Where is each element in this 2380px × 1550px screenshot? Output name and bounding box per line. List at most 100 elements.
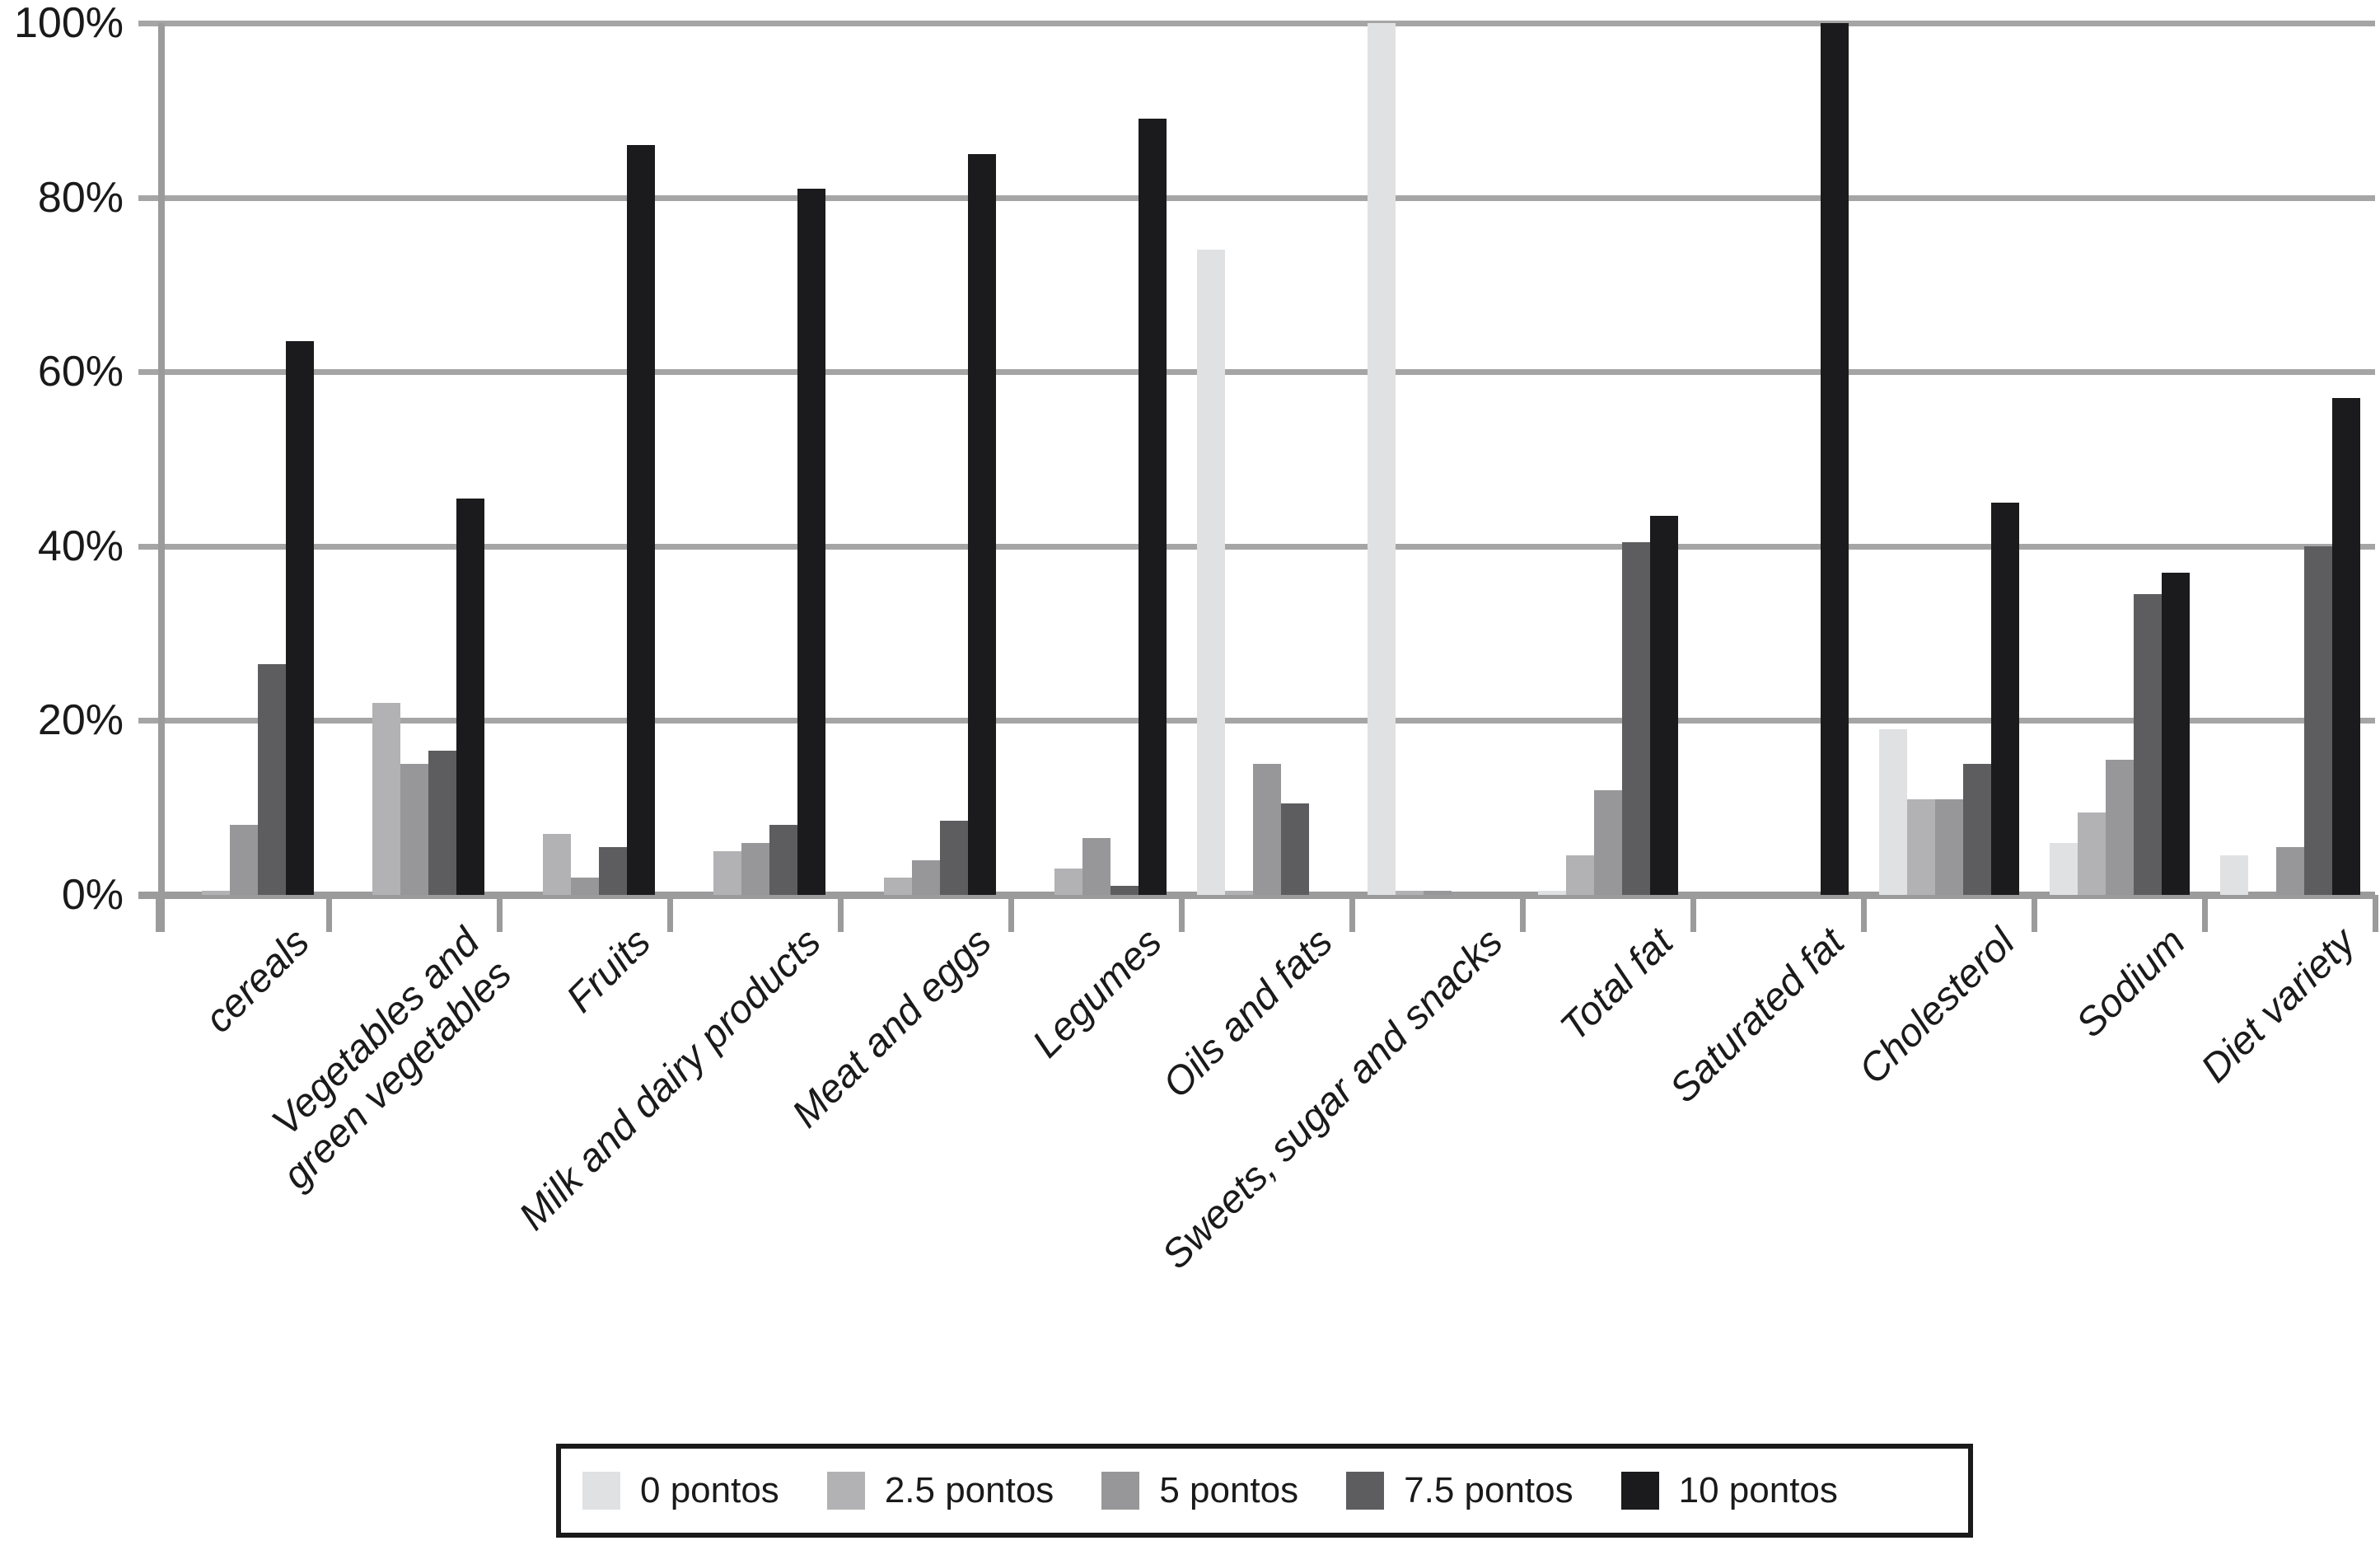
x-tick	[496, 895, 503, 932]
bar	[1878, 728, 1907, 895]
x-category-label: Legumes	[1024, 920, 1171, 1066]
y-tick-label: 100%	[14, 0, 124, 47]
gridline	[138, 369, 2375, 376]
bar	[229, 825, 258, 895]
x-tick	[325, 895, 332, 932]
bar	[372, 703, 400, 895]
x-axis-line	[138, 892, 2375, 899]
legend-item: 7.5 pontos	[1346, 1470, 1573, 1511]
x-tick	[837, 895, 844, 932]
bar-group	[1522, 23, 1693, 895]
x-tick	[2201, 895, 2208, 932]
bar	[542, 833, 571, 895]
bar	[713, 851, 741, 895]
x-category-label: Diet variety	[2193, 920, 2364, 1091]
bar	[2161, 572, 2190, 895]
x-category-label: Milk and dairy products	[511, 920, 830, 1239]
bar	[626, 145, 655, 895]
x-category-label: Saturated fat	[1661, 920, 1853, 1112]
bar-group	[1693, 23, 1863, 895]
bar-group	[499, 23, 670, 895]
bar	[456, 498, 484, 895]
bar	[1252, 764, 1281, 895]
x-tick	[155, 895, 161, 932]
bar-group	[158, 23, 329, 895]
bar	[797, 189, 825, 895]
x-category-label: Sweets, sugar and snacks	[1154, 920, 1512, 1278]
bar	[1593, 790, 1622, 895]
x-tick	[666, 895, 673, 932]
legend-swatch	[1101, 1472, 1140, 1510]
bar	[1934, 798, 1963, 895]
x-tick	[1178, 895, 1185, 932]
y-tick-label: 20%	[37, 696, 124, 745]
gridline	[138, 718, 2375, 724]
bar	[428, 751, 456, 895]
bar	[1138, 119, 1167, 895]
bar	[2105, 760, 2134, 895]
bar	[1906, 798, 1935, 895]
bar	[1367, 23, 1396, 895]
x-tick	[2372, 895, 2378, 932]
legend: 0 pontos 2.5 pontos 5 pontos 7.5 pontos 10 p…	[556, 1444, 1973, 1538]
x-tick	[1008, 895, 1014, 932]
x-category-label: Total fat	[1552, 920, 1682, 1050]
y-tick-label: 40%	[37, 522, 124, 570]
bar-group	[1011, 23, 1181, 895]
legend-item: 5 pontos	[1101, 1470, 1298, 1511]
gridline	[138, 543, 2375, 550]
x-tick	[2031, 895, 2037, 932]
bar	[883, 877, 912, 895]
bar	[1621, 541, 1650, 895]
legend-swatch	[1346, 1472, 1385, 1510]
bar	[967, 153, 996, 895]
legend-item: 2.5 pontos	[826, 1470, 1054, 1511]
x-category-label: Fruits	[558, 920, 659, 1022]
legend-label: 7.5 pontos	[1404, 1470, 1573, 1510]
legend-label: 10 pontos	[1678, 1470, 1838, 1510]
bar	[911, 859, 940, 895]
bar	[1224, 890, 1253, 895]
x-category-label: Cholesterol	[1850, 920, 2023, 1093]
legend-label: 2.5 pontos	[884, 1470, 1054, 1510]
bar	[1820, 23, 1849, 895]
x-tick	[1690, 895, 1696, 932]
bar	[1649, 515, 1678, 895]
bar	[570, 877, 599, 895]
gridline	[138, 194, 2375, 201]
bar	[1395, 890, 1424, 895]
bar	[1280, 803, 1309, 895]
legend-swatch	[582, 1472, 620, 1510]
bar	[769, 825, 797, 895]
bar	[598, 846, 627, 895]
bar	[1423, 890, 1452, 895]
bar	[285, 341, 314, 895]
bar	[201, 890, 230, 895]
bar	[1565, 855, 1594, 895]
legend-swatch	[826, 1472, 865, 1510]
bar	[400, 764, 428, 895]
x-tick	[1860, 895, 1867, 932]
bar	[1054, 869, 1082, 895]
legend-swatch	[1620, 1472, 1659, 1510]
y-tick-label: 60%	[37, 348, 124, 396]
legend-item: 10 pontos	[1620, 1470, 1838, 1511]
bar	[2303, 546, 2332, 895]
gridline	[138, 21, 2375, 26]
bar	[939, 821, 968, 895]
y-axis-line	[158, 23, 165, 932]
legend-label: 5 pontos	[1159, 1470, 1299, 1510]
x-category-label: cereals	[196, 920, 318, 1042]
bar	[2331, 397, 2360, 895]
x-tick	[1519, 895, 1526, 932]
bar	[1110, 886, 1139, 895]
y-tick-label: 0%	[61, 871, 124, 919]
x-tick	[1349, 895, 1355, 932]
x-category-label: Sodium	[2068, 920, 2194, 1047]
bar	[2133, 594, 2162, 895]
bar-group	[1863, 23, 2034, 895]
bar	[257, 663, 286, 895]
x-category-label: Oils and fats	[1154, 920, 1341, 1107]
plot-area	[138, 21, 2378, 932]
